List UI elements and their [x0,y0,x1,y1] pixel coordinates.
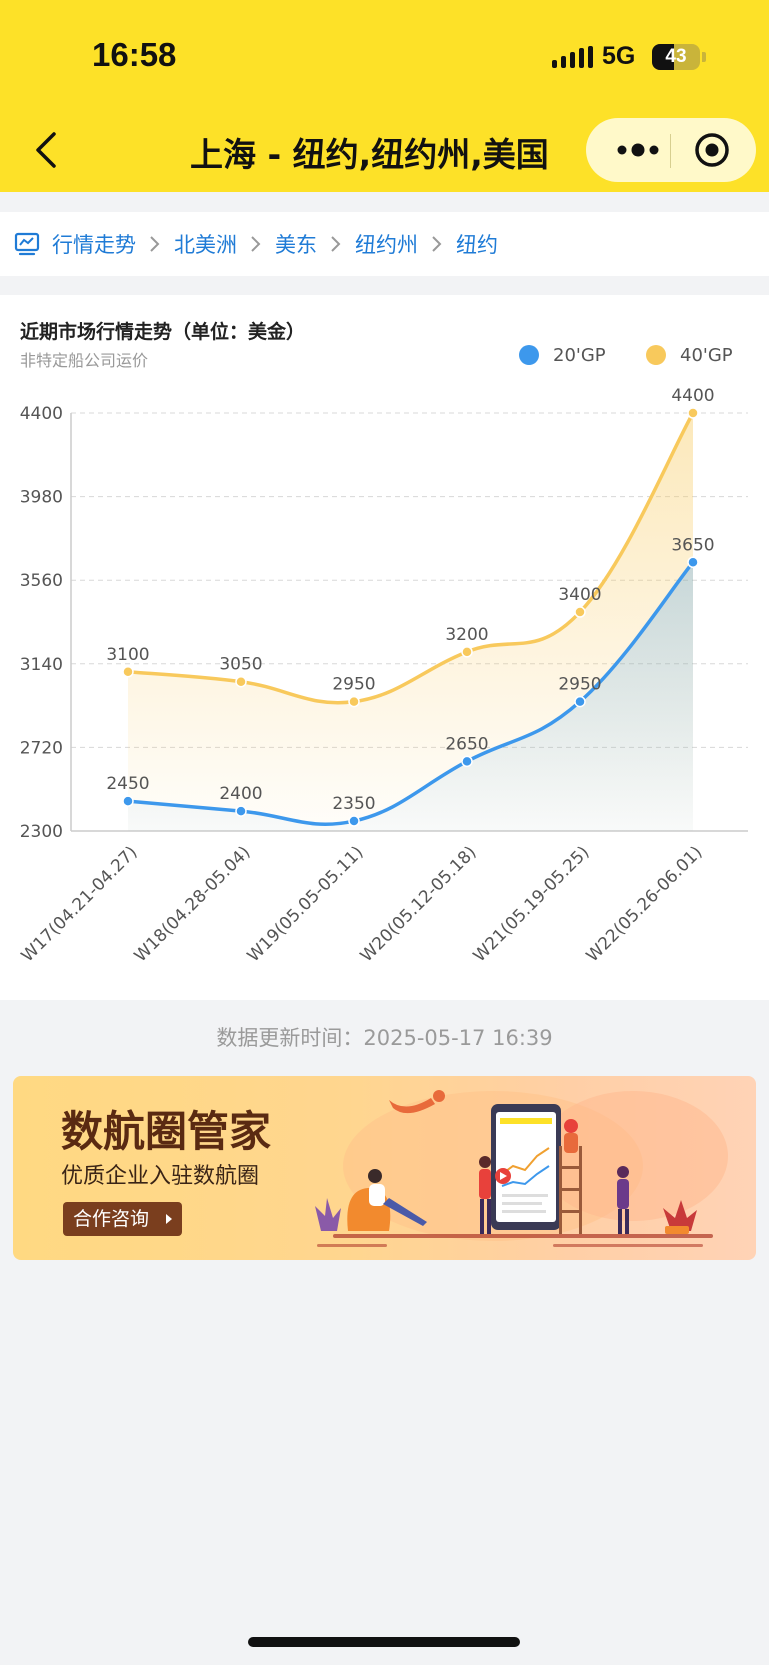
data-label: 3650 [671,535,714,555]
trend-line-chart: 2300 2720 3140 3560 3980 4400 W17(04.21-04.27)… [18,345,748,966]
data-label: 4400 [671,386,714,406]
data-label: 3200 [445,625,488,645]
breadcrumb-item-us-east[interactable]: 美东 [275,233,317,257]
triangle-right-icon [166,1214,172,1224]
breadcrumb-item-north-america[interactable]: 北美洲 [174,233,237,257]
data-point [348,695,360,708]
breadcrumb-item-new-york[interactable]: 纽约 [456,233,498,257]
update-time: 数据更新时间：2025-05-17 16:39 [216,1026,553,1050]
chart-card: 近期市场行情走势（单位：美金） 非特定船公司运价 2300 2720 3140 356… [0,295,769,1000]
data-point [574,606,586,618]
chart-subtitle: 非特定船公司运价 [20,351,149,370]
data-label: 3050 [219,655,262,675]
data-label: 2650 [445,734,488,754]
y-tick-label: 2720 [20,738,63,758]
data-label: 3100 [106,645,149,665]
more-icon[interactable] [608,136,668,164]
data-point [235,675,247,688]
data-point [461,755,473,768]
data-point [122,666,134,678]
legend-label: 20'GP [553,345,606,366]
data-label: 2400 [219,784,262,804]
x-tick-label: W18(04.28-05.04) [131,842,255,966]
breadcrumb-item-trend[interactable]: 行情走势 [52,233,136,257]
banner-subtitle: 优质企业入驻数航圈 [61,1164,260,1189]
battery-tip [702,52,706,62]
network-type: 5G [602,42,636,70]
data-label: 2950 [558,675,601,695]
banner-title: 数航圈管家 [61,1107,272,1156]
data-point [235,805,247,817]
breadcrumb-item-new-york-state[interactable]: 纽约州 [355,233,418,257]
x-tick-label: W19(05.05-05.11) [244,842,368,966]
home-indicator [248,1637,520,1647]
banner-illustration [315,1090,728,1247]
x-tick-label: W17(04.21-04.27) [18,842,142,966]
back-arrow-icon[interactable] [30,130,66,170]
x-tick-label: W21(05.19-05.25) [470,842,594,966]
chevron-right-icon [251,236,261,252]
data-point [122,795,134,807]
breadcrumb: 行情走势 北美洲 美东 纽约州 纽约 [0,212,769,276]
data-label: 2950 [332,675,375,695]
trend-monitor-icon [14,232,40,256]
data-point [687,556,699,569]
chart-title: 近期市场行情走势（单位：美金） [20,321,306,343]
series-area-20gp [128,562,693,831]
battery-level: 43 [665,46,687,67]
chevron-right-icon [331,236,341,252]
data-point [348,815,360,827]
page-title: 上海 - 纽约,纽约州,美国 [190,135,549,174]
legend-label: 40'GP [680,345,733,366]
data-point [461,646,473,658]
battery-icon: 43 [652,44,700,70]
promo-banner[interactable]: 数航圈管家 优质企业入驻数航圈 合作咨询 [13,1076,756,1260]
capsule-divider [670,134,671,168]
data-label: 2350 [332,794,375,814]
nav-bar: 上海 - 纽约,纽约州,美国 [0,110,769,192]
consult-button[interactable]: 合作咨询 [63,1202,182,1236]
y-tick-label: 3140 [20,655,63,675]
y-tick-label: 3560 [20,571,63,591]
consult-button-label: 合作咨询 [73,1208,150,1230]
y-tick-label: 4400 [20,404,63,424]
chevron-right-icon [432,236,442,252]
data-label: 2450 [106,774,149,794]
mini-program-capsule [586,118,756,182]
legend-marker [519,345,539,365]
x-tick-label: W20(05.12-05.18) [357,842,481,966]
data-point [687,407,699,419]
y-tick-label: 2300 [20,822,63,842]
y-tick-label: 3980 [20,488,63,508]
close-target-icon[interactable] [692,130,732,170]
x-tick-label: W22(05.26-06.01) [583,842,707,966]
data-point [574,695,586,708]
chevron-right-icon [150,236,160,252]
status-time: 16:58 [92,36,177,73]
legend-marker [646,345,666,365]
data-label: 3400 [558,585,601,605]
signal-icon [552,46,593,68]
status-bar: 16:58 5G 43 [0,0,769,110]
